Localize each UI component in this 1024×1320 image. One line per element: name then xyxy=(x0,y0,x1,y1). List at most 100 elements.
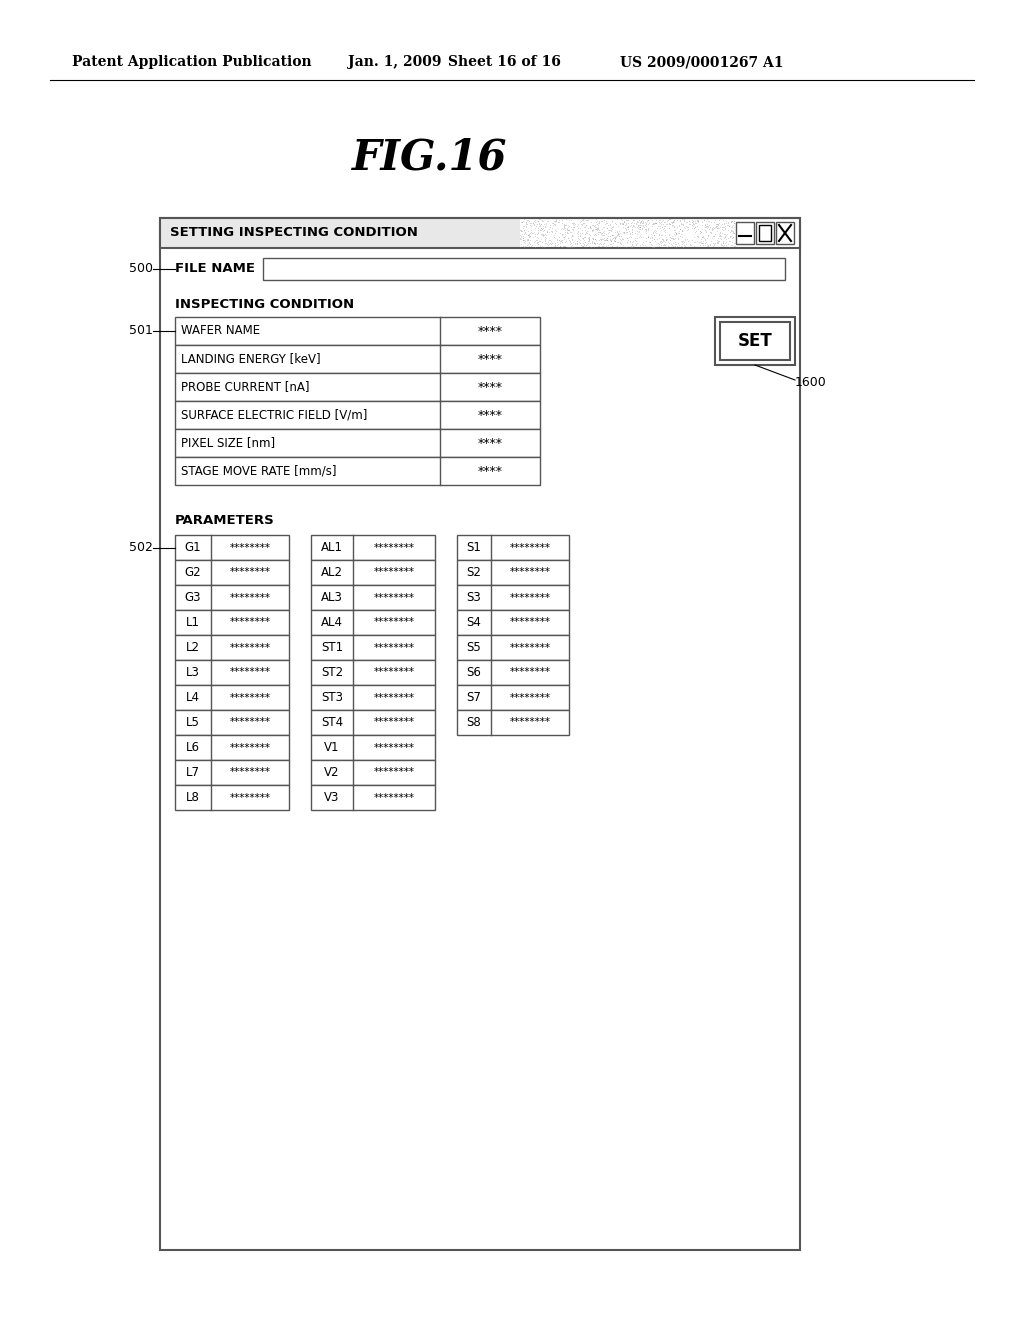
Point xyxy=(710,215,726,236)
Text: V1: V1 xyxy=(325,741,340,754)
Point xyxy=(553,230,569,251)
Point xyxy=(625,215,641,236)
Point xyxy=(660,232,677,253)
Point xyxy=(566,232,583,253)
Point xyxy=(588,216,604,238)
Point xyxy=(669,210,685,231)
Point xyxy=(572,232,589,253)
Point xyxy=(613,213,630,234)
Bar xyxy=(175,635,289,660)
Point xyxy=(551,236,567,257)
Point xyxy=(607,227,624,248)
Point xyxy=(674,220,690,242)
Point xyxy=(614,222,631,243)
Point xyxy=(524,223,541,244)
Point xyxy=(717,218,733,239)
Point xyxy=(671,220,687,242)
Point xyxy=(615,210,632,231)
Point xyxy=(534,236,550,257)
Bar xyxy=(756,222,774,244)
Point xyxy=(646,219,663,240)
Point xyxy=(608,209,625,230)
Point xyxy=(625,210,641,231)
Point xyxy=(640,219,656,240)
Point xyxy=(629,211,645,232)
Point xyxy=(600,215,616,236)
Point xyxy=(723,216,739,238)
Point xyxy=(719,223,735,244)
Point xyxy=(580,232,596,253)
Text: ********: ******** xyxy=(229,543,270,553)
Point xyxy=(573,234,590,255)
Point xyxy=(532,216,549,238)
Text: AL3: AL3 xyxy=(322,591,343,605)
Point xyxy=(668,223,684,244)
Text: SET: SET xyxy=(737,333,772,350)
Point xyxy=(646,224,663,246)
Point xyxy=(607,231,624,252)
Point xyxy=(625,235,641,256)
Point xyxy=(652,219,669,240)
Point xyxy=(520,223,537,244)
Point xyxy=(716,227,732,248)
Point xyxy=(652,210,669,231)
Point xyxy=(660,218,677,239)
Point xyxy=(552,223,568,244)
Point xyxy=(577,228,593,249)
Bar xyxy=(263,257,785,280)
Point xyxy=(674,219,690,240)
Point xyxy=(685,213,701,234)
Point xyxy=(519,230,536,251)
Point xyxy=(679,230,695,251)
Point xyxy=(683,211,699,232)
Point xyxy=(565,219,582,240)
Point xyxy=(614,228,631,249)
Point xyxy=(585,228,601,249)
Point xyxy=(631,227,647,248)
Point xyxy=(720,211,736,232)
Point xyxy=(607,213,624,234)
Point xyxy=(674,230,690,251)
Point xyxy=(587,218,603,239)
Text: ********: ******** xyxy=(374,618,415,627)
Point xyxy=(709,232,725,253)
Point xyxy=(654,228,671,249)
Point xyxy=(551,230,567,251)
Point xyxy=(608,220,625,242)
Point xyxy=(567,213,584,234)
Point xyxy=(598,228,614,249)
Point xyxy=(687,211,703,232)
Point xyxy=(695,234,712,255)
Point xyxy=(554,223,570,244)
Point xyxy=(678,211,694,232)
Text: INSPECTING CONDITION: INSPECTING CONDITION xyxy=(175,297,354,310)
Point xyxy=(545,214,561,235)
Point xyxy=(562,236,579,257)
Point xyxy=(598,230,614,251)
Text: ****: **** xyxy=(477,465,503,478)
Point xyxy=(717,226,733,247)
Point xyxy=(542,230,558,251)
Point xyxy=(632,216,648,238)
Point xyxy=(601,230,617,251)
Point xyxy=(677,228,693,249)
Point xyxy=(565,213,582,234)
Point xyxy=(581,230,597,251)
Point xyxy=(685,227,701,248)
Text: 500: 500 xyxy=(129,263,153,276)
Point xyxy=(640,209,656,230)
Point xyxy=(615,216,632,238)
Point xyxy=(544,220,560,242)
Point xyxy=(575,209,592,230)
Bar xyxy=(160,218,800,1250)
Point xyxy=(583,211,599,232)
Point xyxy=(527,218,544,239)
Point xyxy=(515,226,531,247)
Point xyxy=(633,226,649,247)
Point xyxy=(514,211,530,232)
Point xyxy=(663,227,679,248)
Point xyxy=(554,230,570,251)
Point xyxy=(710,232,726,253)
Point xyxy=(699,234,716,255)
Point xyxy=(520,224,537,246)
